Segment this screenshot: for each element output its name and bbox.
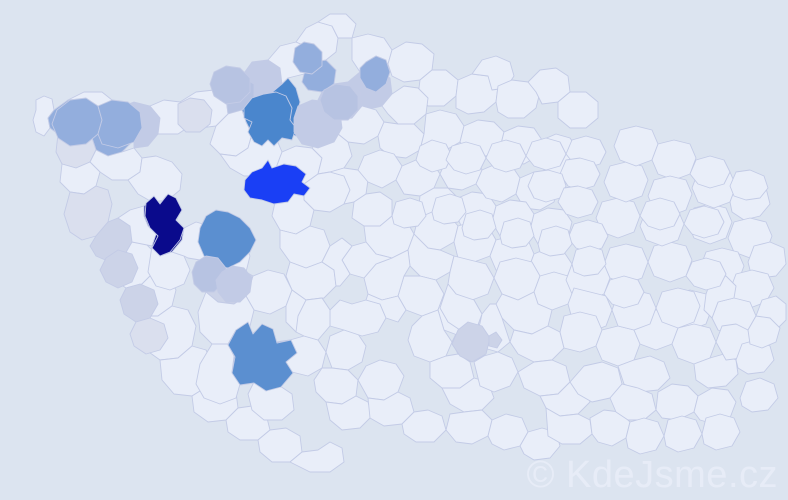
district-highlight-louny-teplice[interactable] — [243, 91, 297, 147]
district-central-3[interactable] — [321, 237, 353, 287]
district-north-fill-4[interactable] — [525, 137, 567, 171]
district-highlight-rokycany-med[interactable] — [197, 209, 257, 269]
district-central-18[interactable] — [693, 387, 737, 425]
district-highlight-chomutov-lt[interactable] — [177, 97, 213, 133]
district-central-6[interactable] — [295, 297, 331, 341]
district-breclav[interactable] — [509, 325, 565, 363]
district-highlight-plzen[interactable] — [243, 159, 311, 205]
district-trutnov-n[interactable] — [471, 55, 515, 91]
district-north-fill-11[interactable] — [685, 257, 727, 291]
district-central-17[interactable] — [655, 383, 699, 421]
district-highlight-tiny-lav[interactable] — [488, 331, 503, 349]
district-sumperk-n[interactable] — [603, 161, 649, 203]
district-mid-fill-1[interactable] — [431, 193, 467, 225]
district-mid-fill-5[interactable] — [537, 225, 573, 257]
district-jesenik-e[interactable] — [651, 139, 697, 181]
district-north-fill-7[interactable] — [527, 169, 567, 203]
district-rychnov-e[interactable] — [557, 91, 599, 129]
district-highlight-sw-lav1[interactable] — [99, 249, 139, 289]
district-north-fill-14[interactable] — [689, 155, 731, 189]
district-highlight-cl-lt[interactable] — [209, 65, 251, 105]
district-mid-fill-2[interactable] — [391, 197, 427, 229]
watermark-kdejsme: © KdeJsme.cz — [526, 454, 778, 496]
district-central-22[interactable] — [739, 377, 779, 413]
district-north-fill-15[interactable] — [729, 169, 769, 201]
district-highlight-nachod-med[interactable] — [359, 55, 391, 93]
district-north-fill-13[interactable] — [639, 197, 681, 231]
district-highlight-most[interactable] — [292, 41, 323, 75]
district-layer[interactable] — [32, 13, 787, 473]
district-highlight-sw-lav3[interactable] — [129, 317, 169, 355]
district-ck-e[interactable] — [289, 441, 345, 473]
district-north-fill-12[interactable] — [683, 205, 725, 239]
district-prerov[interactable] — [655, 287, 701, 329]
district-mid-fill-4[interactable] — [499, 217, 535, 249]
district-central-23[interactable] — [735, 339, 775, 375]
district-north-fill-1[interactable] — [415, 139, 453, 173]
district-north-fill-8[interactable] — [557, 185, 599, 219]
district-decin-n[interactable] — [317, 13, 357, 39]
district-central-11[interactable] — [445, 409, 493, 445]
district-highlight-usti-lav[interactable] — [319, 83, 359, 121]
district-mid-fill-3[interactable] — [461, 209, 497, 241]
district-highlight-kv2[interactable] — [97, 99, 143, 149]
district-plzen-sever[interactable] — [127, 155, 183, 203]
district-mid-fill-6[interactable] — [571, 245, 607, 277]
district-nachod[interactable] — [495, 79, 541, 119]
district-zlin-se[interactable] — [693, 353, 739, 389]
district-olomouc[interactable] — [647, 241, 693, 283]
district-highlight-plzen-jih-dark[interactable] — [144, 193, 185, 257]
district-north-fill-10[interactable] — [603, 275, 645, 309]
district-central-19[interactable] — [625, 417, 665, 455]
district-mb-north[interactable] — [381, 85, 429, 125]
district-central-25[interactable] — [747, 315, 781, 349]
district-central-4[interactable] — [329, 299, 387, 337]
district-highlight-vysocina-lav[interactable] — [451, 321, 491, 363]
district-tabor-e[interactable] — [325, 329, 367, 371]
district-znojmo-e[interactable] — [473, 351, 519, 393]
district-central-20[interactable] — [663, 415, 703, 453]
district-highlight-pisek-med[interactable] — [227, 321, 298, 392]
district-jesenik[interactable] — [613, 125, 659, 167]
district-central-21[interactable] — [701, 413, 741, 451]
district-central-5[interactable] — [365, 293, 407, 323]
district-highlight-jh-lt[interactable] — [215, 265, 253, 303]
